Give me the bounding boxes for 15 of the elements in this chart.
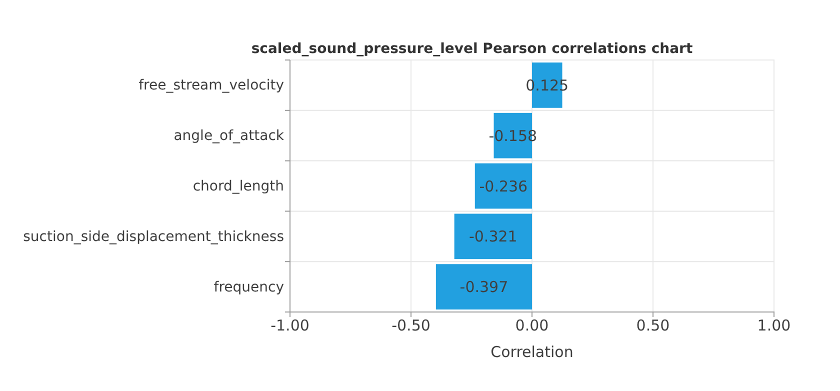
y-tick-label: suction_side_displacement_thickness <box>23 228 284 245</box>
data-label: -0.236 <box>479 177 528 196</box>
x-tick-label: 0.00 <box>515 316 549 335</box>
x-tick-label: 0.50 <box>636 316 670 335</box>
data-label: -0.397 <box>460 278 508 296</box>
x-tick-label: -0.50 <box>392 316 430 335</box>
x-tick-label: 1.00 <box>757 316 791 335</box>
y-tick-label: frequency <box>214 279 284 296</box>
y-tick-label: angle_of_attack <box>174 128 285 144</box>
data-label: -0.321 <box>468 228 518 246</box>
x-tick-label: -1.00 <box>270 316 310 335</box>
x-axis-title: Correlation <box>490 343 574 361</box>
chart-title: scaled_sound_pressure_level Pearson correlations chart <box>251 41 693 57</box>
y-tick-label: chord_length <box>192 178 284 194</box>
y-tick-label: free_stream_velocity <box>138 78 284 94</box>
